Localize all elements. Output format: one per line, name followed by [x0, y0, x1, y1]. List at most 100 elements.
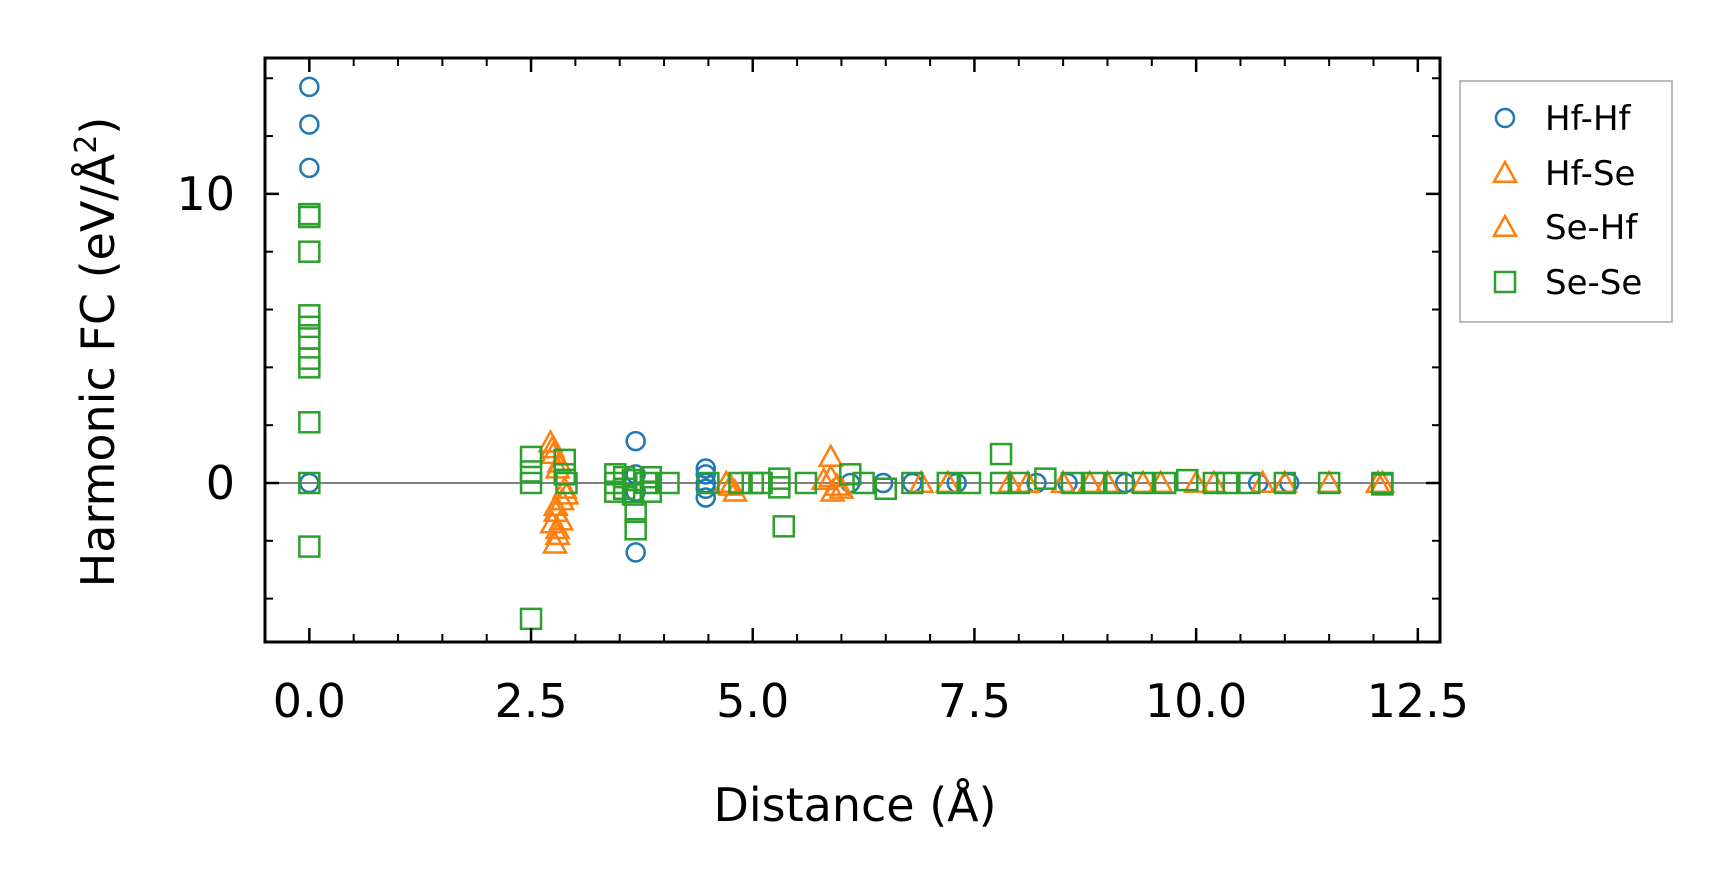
data-point-se-se — [794, 471, 818, 495]
data-point-hf-hf — [299, 157, 320, 179]
data-point-se-se — [555, 471, 578, 495]
data-point-se-se — [553, 448, 576, 472]
data-point-se-se — [1060, 471, 1084, 495]
y-axis-label-end: ) — [71, 117, 125, 135]
data-point-se-se — [1082, 471, 1106, 495]
data-point-se-se — [839, 463, 862, 486]
data-point-se-se — [1105, 471, 1128, 495]
data-point-se-se — [298, 304, 321, 327]
data-point-hf-hf — [695, 464, 716, 485]
legend-marker-se-se — [1493, 270, 1517, 294]
data-point-se-se — [298, 535, 321, 558]
data-point-se-se — [768, 476, 791, 499]
data-point-hf-se — [828, 475, 855, 499]
series-se-se — [298, 202, 1394, 631]
legend-label-se-hf: Se-Hf — [1545, 208, 1638, 248]
data-point-se-se — [635, 471, 658, 495]
data-point-hf-se — [713, 469, 740, 494]
data-point-se-se — [519, 607, 543, 631]
data-point-se-hf — [544, 521, 571, 546]
data-point-se-se — [1153, 471, 1177, 495]
data-points-layer — [298, 76, 1396, 631]
x-tick-label: 5.0 — [716, 674, 789, 728]
data-point-se-se — [989, 471, 1013, 495]
data-point-se-se — [621, 468, 645, 492]
data-point-se-se — [1371, 473, 1394, 496]
data-point-se-se — [657, 471, 680, 495]
data-point-se-se — [728, 471, 751, 495]
data-point-se-se — [639, 465, 663, 489]
x-tick-label: 12.5 — [1367, 674, 1469, 728]
data-point-hf-se — [1249, 469, 1276, 494]
data-point-hf-se — [1316, 469, 1343, 494]
x-tick-label: 0.0 — [273, 674, 346, 728]
legend-marker-hf-se — [1491, 159, 1519, 184]
data-point-se-se — [989, 442, 1013, 466]
x-tick-label: 7.5 — [938, 674, 1011, 728]
data-point-se-se — [697, 471, 720, 495]
data-point-hf-hf — [299, 114, 320, 135]
data-point-se-se — [750, 471, 773, 495]
data-point-se-se — [298, 240, 321, 263]
data-point-se-se — [958, 471, 982, 495]
y-axis-label-superscript: 2 — [69, 135, 104, 154]
data-point-se-se — [1131, 471, 1155, 495]
data-point-se-se — [1202, 471, 1226, 495]
y-tick-label: 0 — [206, 456, 235, 510]
data-point-se-se — [1238, 471, 1261, 495]
data-point-hf-hf — [625, 430, 646, 452]
x-axis-label: Distance (Å) — [713, 778, 996, 832]
data-point-se-hf — [810, 466, 837, 491]
data-point-se-hf — [539, 434, 566, 459]
axes-layer — [263, 56, 1442, 644]
data-point-se-hf — [1183, 469, 1210, 494]
data-point-se-se — [298, 327, 321, 350]
data-point-se-se — [772, 515, 796, 538]
data-point-se-se — [519, 471, 543, 495]
data-point-hf-se — [537, 428, 564, 453]
data-point-se-se — [1317, 471, 1341, 495]
data-point-se-se — [1273, 471, 1297, 495]
data-point-hf-hf — [695, 478, 716, 500]
y-tick-label: 10 — [176, 167, 235, 221]
data-point-se-se — [936, 471, 960, 495]
data-point-se-se — [621, 483, 645, 506]
data-point-se-se — [1215, 471, 1239, 495]
data-point-hf-hf — [625, 542, 646, 563]
data-point-se-se — [1007, 471, 1031, 495]
legend-label-hf-hf: Hf-Hf — [1545, 99, 1632, 139]
legend-marker-se-hf — [1491, 213, 1519, 238]
x-tick-label: 10.0 — [1145, 674, 1247, 728]
data-point-se-hf — [717, 472, 744, 496]
data-point-se-se — [553, 463, 576, 486]
data-point-se-se — [852, 471, 875, 495]
data-point-hf-hf — [695, 487, 716, 508]
data-point-se-se — [298, 471, 321, 495]
data-point-se-se — [519, 445, 543, 469]
data-point-hf-hf — [695, 458, 716, 479]
legend-marker-hf-hf — [1494, 107, 1516, 129]
data-point-hf-se — [817, 443, 844, 468]
y-axis-label-main: Harmonic FC (eV/Å — [71, 153, 125, 587]
series-hf-hf — [299, 76, 1300, 563]
plot-frame — [263, 56, 1442, 644]
data-point-se-hf — [542, 492, 569, 517]
legend-label-se-se: Se-Se — [1545, 263, 1642, 303]
legend: Hf-Hf Hf-Se Se-Hf Se-Se — [1459, 80, 1673, 323]
data-point-se-se — [624, 500, 647, 524]
y-axis-label: Harmonic FC (eV/Å2) — [69, 117, 125, 588]
data-point-se-se — [519, 460, 543, 483]
data-point-se-se — [298, 205, 321, 229]
data-point-se-se — [298, 356, 321, 379]
data-point-se-se — [1176, 468, 1199, 492]
data-point-se-se — [298, 315, 321, 339]
data-point-se-se — [639, 480, 663, 503]
data-point-se-se — [1034, 467, 1057, 490]
data-point-hf-se — [551, 475, 578, 499]
legend-label-hf-se: Hf-Se — [1545, 154, 1635, 194]
data-point-se-se — [298, 347, 321, 370]
x-tick-label: 2.5 — [494, 674, 567, 728]
data-point-se-se — [298, 411, 321, 434]
data-point-se-se — [874, 477, 898, 501]
